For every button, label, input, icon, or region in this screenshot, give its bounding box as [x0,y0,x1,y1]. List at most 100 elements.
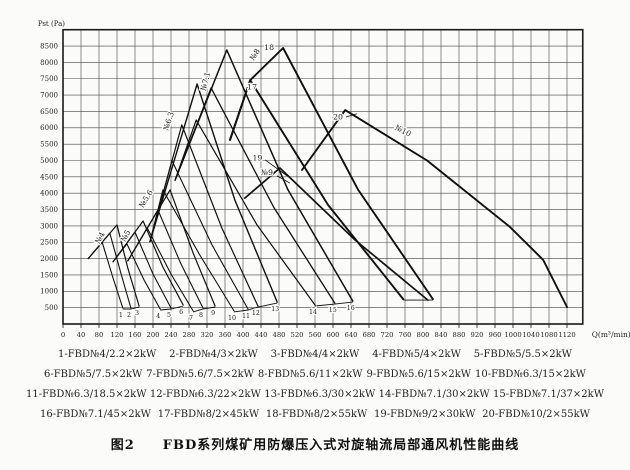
x-tick-label: 600 [327,331,340,339]
x-tick-label: 240 [165,331,178,339]
x-tick-label: 760 [399,331,412,339]
cluster-label: №5 [119,228,133,243]
performance-curve-12 [149,124,259,307]
x-tick-label: 840 [435,331,448,339]
curve-number-label: 15 [329,307,337,314]
x-tick-label: 880 [453,331,466,339]
curve-number-label: 11 [242,313,250,320]
x-tick-label: 680 [363,331,376,339]
legend-item: 4-FBD№5/4×2kW [372,349,461,360]
curve-number-label: 9 [211,310,215,317]
x-tick-label: 560 [309,331,322,339]
curve-end-bracket [192,306,216,313]
x-tick-label: 320 [201,331,214,339]
performance-curve-6 [112,220,184,306]
cluster-label: №10 [393,123,412,139]
performance-curve-13 [149,83,278,303]
performance-curve-14 [174,119,316,306]
performance-curve-18 [229,47,434,301]
cluster-label: №5.6 [137,188,155,209]
x-tick-label: 200 [147,331,160,339]
performance-curve-2 [87,232,132,309]
curve-end-bracket [233,302,278,313]
performance-curve-16 [174,49,354,302]
y-tick-label: 8000 [40,59,58,67]
legend-item: 17-FBD№8/2×45kW [157,409,260,420]
x-tick-label: 360 [219,331,232,339]
legend-item: 16-FBD№7.1/45×2kW [40,409,151,420]
curves [87,47,568,312]
curve-number-label: 5 [167,312,171,319]
curve-number-label: 8 [199,312,203,319]
x-tick-label: 720 [381,331,394,339]
figure-caption: 图2 FBD系列煤矿用防爆压入式对旋轴流局部通风机性能曲线 [110,438,520,453]
x-tick-label: 120 [111,331,124,339]
y-tick-label: 3500 [40,206,58,214]
y-tick-label: 5000 [40,157,58,165]
x-tick-label: 1080 [540,331,557,339]
x-tick-label: 440 [255,331,268,339]
y-tick-label: 6000 [40,124,58,132]
y-tick-label: 3000 [40,222,58,230]
curve-number-label: 7 [189,315,193,322]
legend-item: 19-FBD№9/2×30kW [374,409,476,420]
leader-line [264,159,288,177]
legend-item: 18-FBD№8/2×55kW [265,409,368,420]
x-tick-label: 1120 [558,331,575,339]
x-tick-label: 1040 [522,331,539,339]
x-axis-ticks [62,324,568,328]
legend-item: 14-FBD№7.1/30×2kW [378,389,490,400]
curve-end-bracket [314,301,353,307]
legend-item: 15-FBD№7.1/37×2kW [493,389,604,400]
x-tick-label: 640 [345,331,358,339]
y-tick-label: 8500 [40,42,58,50]
legend-item: 1-FBD№4/2.2×2kW [58,349,157,360]
y-tick-label: 4500 [40,173,58,181]
x-tick-label: 1000 [504,331,521,339]
x-tick-label: 960 [489,331,502,339]
x-tick-label: 280 [183,331,196,339]
label-leader-lines [264,113,357,184]
curve-number-label: 20 [333,113,343,122]
cluster-label: №8 [248,47,262,62]
x-tick-label: 480 [273,331,286,339]
performance-curve-9 [127,189,216,307]
legend: 1-FBD№4/2.2×2kW 2-FBD№4/3×2kW 3-FBD№4/4×2k… [14,349,616,429]
curve-end-bracket [122,306,140,310]
legend-item: 6-FBD№5/7.5×2kW [44,369,143,380]
performance-curve-8 [127,209,204,309]
y-tick-label: 7000 [40,92,58,100]
y-tick-label: 500 [45,304,58,312]
curve-number-label: 12 [252,310,260,317]
x-tick-label: 520 [291,331,304,339]
y-axis-title: Pst (Pa) [38,20,65,28]
legend-item: 10-FBD№6.3/15×2kW [475,369,586,380]
curve-number-label: 6 [179,309,183,316]
legend-item: 2-FBD№4/3×2kW [169,349,258,360]
performance-curve-3 [87,224,140,307]
performance-curve-20 [301,109,568,308]
legend-item: 3-FBD№4/4×2kW [270,349,360,360]
curve-number-label: 16 [347,305,355,312]
y-tick-label: 1000 [40,288,58,296]
y-tick-label: 5500 [40,141,58,149]
curve-number-label: 3 [135,310,139,317]
legend-item: 9-FBD№5.6/15×2kW [366,369,472,380]
legend-item: 11-FBD№6.3/18.5×2kW [26,389,147,400]
x-tick-label: 400 [237,331,250,339]
performance-curve-11 [149,159,249,310]
curve-number-label: 1 [119,312,123,319]
x-tick-label: 800 [417,331,430,339]
y-tick-label: 6500 [40,108,58,116]
curve-number-label: 2 [127,312,131,319]
cluster-label: №4 [93,230,107,245]
curve-number-label: 13 [271,306,279,313]
legend-item: 20-FBD№10/2×55kW [482,409,590,420]
y-tick-label: 7500 [40,75,58,83]
x-tick-label: 0 [61,331,65,339]
curve-number-label: 14 [309,309,317,316]
x-tick-label: 920 [471,331,484,339]
legend-item: 7-FBD№5.6/7.5×2kW [146,369,254,380]
